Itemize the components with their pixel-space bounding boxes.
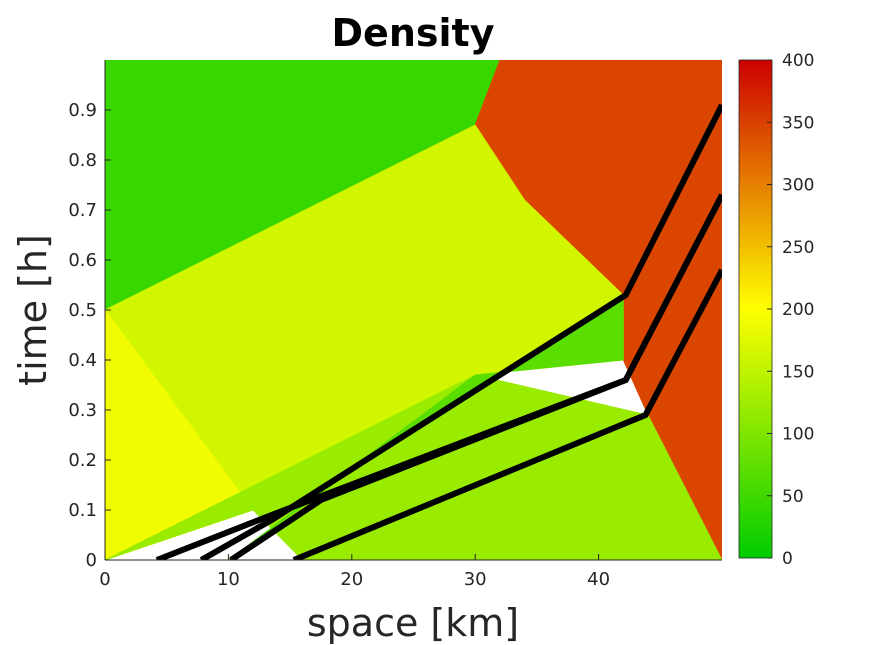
- y-tick-label: 0.9: [68, 100, 97, 121]
- colorbar: 0 50 100 150 200 250 300 350 400: [738, 51, 814, 569]
- x-tick-label: 20: [340, 569, 363, 590]
- y-tick-label: 0.1: [68, 500, 97, 521]
- chart-title: Density: [332, 11, 495, 55]
- colorbar-ticks: 0 50 100 150 200 250 300 350 400: [767, 51, 814, 569]
- y-axis-title: time [h]: [11, 234, 55, 386]
- x-tick-label: 10: [217, 569, 240, 590]
- plot-area: [104, 60, 722, 561]
- x-axis-ticks: 0 10 20 30 40: [99, 554, 610, 590]
- vehicle-trajectories: [155, 103, 722, 560]
- colorbar-tick-label: 200: [782, 300, 814, 320]
- y-tick-label: 0.3: [68, 400, 97, 421]
- density-regions: [105, 60, 722, 560]
- y-tick-label: 0.4: [68, 350, 97, 371]
- vehicle-trajectory-line: [199, 103, 722, 560]
- y-tick-label: 0.6: [68, 250, 97, 271]
- y-tick-label: 0.5: [68, 300, 97, 321]
- colorbar-tick-label: 350: [782, 113, 814, 133]
- colorbar-tick-label: 0: [782, 549, 793, 569]
- colorbar-gradient: [738, 59, 773, 559]
- colorbar-tick-label: 50: [782, 487, 804, 507]
- vehicle-trajectory-line: [292, 268, 722, 560]
- colorbar-tick-label: 250: [782, 238, 814, 258]
- x-tick-label: 30: [464, 569, 487, 590]
- colorbar-tick-label: 400: [782, 51, 814, 71]
- colorbar-tick-label: 100: [782, 425, 814, 445]
- y-tick-label: 0.7: [68, 200, 97, 221]
- x-tick-label: 0: [99, 569, 110, 590]
- x-tick-label: 40: [587, 569, 610, 590]
- y-axis-ticks: 0 0.1 0.2 0.3 0.4 0.5 0.6 0.7 0.8 0.9: [68, 100, 111, 571]
- x-axis-title: space [km]: [307, 601, 519, 645]
- y-tick-label: 0.8: [68, 150, 97, 171]
- y-tick-label: 0.2: [68, 450, 97, 471]
- y-tick-label: 0: [86, 550, 97, 571]
- vehicle-trajectory-line: [229, 193, 722, 560]
- colorbar-tick-label: 300: [782, 176, 814, 196]
- colorbar-tick-label: 150: [782, 362, 814, 382]
